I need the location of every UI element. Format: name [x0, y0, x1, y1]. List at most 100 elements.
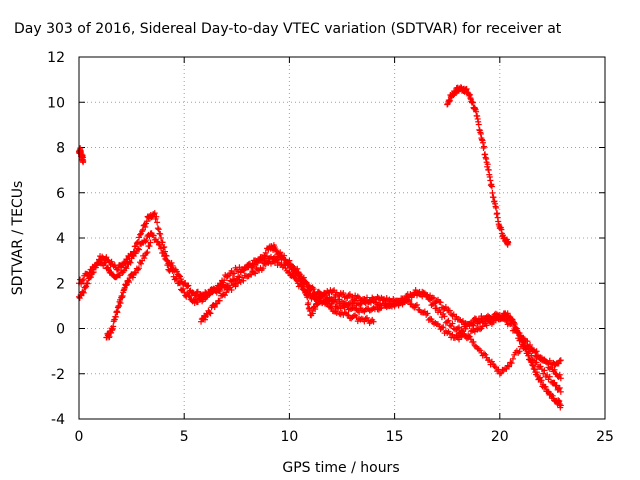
data-point	[181, 289, 188, 296]
series-track-e	[290, 265, 564, 377]
data-point	[431, 300, 438, 307]
data-point	[340, 290, 347, 297]
data-point	[176, 273, 183, 280]
data-point	[258, 257, 265, 264]
data-point	[525, 352, 532, 359]
data-point	[533, 359, 540, 366]
data-point	[185, 292, 192, 299]
data-point	[79, 277, 86, 284]
data-point	[328, 305, 335, 312]
data-point	[446, 307, 453, 314]
data-point	[127, 259, 134, 266]
data-point	[125, 279, 132, 286]
data-point	[370, 298, 377, 305]
data-point	[506, 363, 513, 370]
data-point	[556, 357, 563, 364]
data-point	[552, 382, 559, 389]
data-point	[216, 287, 223, 294]
data-point	[356, 301, 363, 308]
data-point	[533, 348, 540, 355]
data-point	[282, 265, 289, 272]
data-point	[350, 296, 357, 303]
data-point	[154, 238, 161, 245]
data-point	[437, 299, 444, 306]
data-point	[114, 266, 121, 273]
data-point	[293, 269, 300, 276]
data-point	[326, 297, 333, 304]
data-point	[519, 337, 526, 344]
data-point	[223, 289, 230, 296]
data-point	[491, 315, 498, 322]
x-tick-label: 0	[75, 429, 84, 445]
data-point	[308, 285, 315, 292]
data-point	[206, 309, 213, 316]
data-point	[400, 299, 407, 306]
data-point	[291, 265, 298, 272]
data-point	[456, 324, 463, 331]
data-point	[142, 223, 149, 230]
data-point	[252, 270, 259, 277]
data-point	[478, 349, 485, 356]
data-point	[466, 320, 473, 327]
data-point	[262, 249, 269, 256]
data-point	[248, 264, 255, 271]
data-point	[146, 243, 153, 250]
data-point	[221, 292, 228, 299]
data-point	[126, 258, 133, 265]
data-point	[370, 318, 377, 325]
data-point	[143, 237, 150, 244]
data-point	[354, 293, 361, 300]
data-point	[144, 249, 151, 256]
data-point	[529, 362, 536, 369]
data-point	[507, 359, 514, 366]
data-point	[546, 373, 553, 380]
y-tick-label: -4	[51, 412, 65, 428]
data-point	[553, 382, 560, 389]
data-point	[138, 260, 145, 267]
data-point	[399, 300, 406, 307]
data-point	[150, 232, 157, 239]
data-point	[346, 291, 353, 298]
data-point	[143, 218, 150, 225]
data-point	[483, 322, 490, 329]
data-point	[514, 329, 521, 336]
data-point	[524, 342, 531, 349]
data-point	[203, 294, 210, 301]
data-point	[529, 361, 536, 368]
data-point	[557, 357, 564, 364]
data-point	[80, 289, 87, 296]
data-point	[516, 348, 523, 355]
data-point	[374, 293, 381, 300]
data-point	[304, 294, 311, 301]
data-point	[557, 402, 564, 409]
data-point	[214, 300, 221, 307]
grid-lines	[79, 57, 605, 419]
data-point	[273, 256, 280, 263]
data-point	[146, 233, 153, 240]
data-point	[341, 294, 348, 301]
data-point	[444, 318, 451, 325]
data-points	[76, 84, 564, 411]
data-point	[481, 143, 488, 150]
data-point	[412, 287, 419, 294]
data-point	[481, 350, 488, 357]
data-point	[157, 242, 164, 249]
y-axis-label: SDTVAR / TECUs	[10, 181, 26, 296]
data-point	[169, 267, 176, 274]
data-point	[532, 349, 539, 356]
data-point	[508, 360, 515, 367]
data-point	[157, 230, 164, 237]
data-point	[113, 266, 120, 273]
data-point	[158, 235, 165, 241]
data-point	[237, 278, 244, 285]
data-point	[363, 294, 370, 301]
data-point	[307, 287, 314, 294]
data-point	[440, 305, 447, 312]
data-point	[147, 239, 154, 246]
data-point	[246, 260, 253, 267]
data-point	[185, 282, 192, 289]
data-point	[449, 320, 456, 327]
series-upper-arc	[444, 84, 512, 248]
data-point	[505, 239, 512, 246]
data-point	[349, 293, 356, 300]
